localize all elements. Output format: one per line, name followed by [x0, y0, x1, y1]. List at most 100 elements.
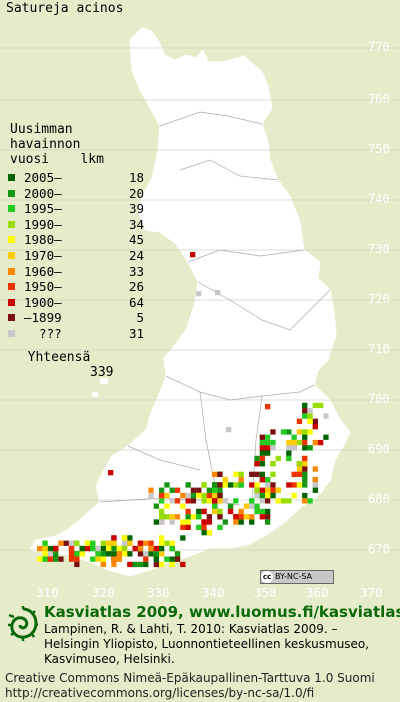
observation-square — [58, 540, 64, 546]
observation-square — [259, 471, 265, 477]
observation-square — [185, 519, 191, 525]
observation-square — [259, 455, 265, 462]
observation-square — [143, 561, 149, 568]
legend-count: 34 — [128, 216, 144, 232]
observation-square — [180, 561, 186, 568]
observation-square — [206, 492, 212, 499]
legend-swatch — [8, 205, 15, 213]
observation-square — [53, 545, 59, 552]
license-line: Creative Commons Nimeä-Epäkaupallinen-Ta… — [5, 671, 375, 685]
observation-square — [95, 556, 101, 562]
observation-square — [318, 439, 324, 446]
observation-square — [53, 551, 59, 557]
legend-label: 1950– — [24, 279, 62, 295]
observation-square — [312, 482, 318, 488]
observation-square — [196, 492, 202, 499]
observation-square — [307, 408, 313, 414]
cc-license-badge[interactable]: cc BY-NC-SA — [260, 570, 334, 584]
cc-icon: cc — [261, 571, 273, 583]
observation-square — [265, 492, 271, 499]
observation-square — [190, 252, 196, 258]
observation-square — [217, 524, 223, 530]
observation-square — [159, 487, 165, 493]
observation-square — [318, 402, 324, 409]
observation-square — [265, 514, 271, 520]
observation-square — [206, 487, 212, 493]
legend-swatch — [8, 189, 15, 197]
observation-square — [201, 482, 207, 488]
observation-square — [323, 413, 329, 419]
observation-square — [265, 487, 271, 493]
observation-square — [280, 429, 287, 435]
observation-square — [302, 492, 308, 499]
longitude-label: 340 — [202, 585, 225, 600]
observation-square — [153, 556, 159, 562]
observation-square — [159, 508, 165, 515]
observation-square — [90, 545, 96, 552]
observation-square — [159, 551, 165, 557]
observation-square — [312, 418, 318, 424]
license-text: Creative Commons Nimeä-Epäkaupallinen-Ta… — [5, 671, 375, 701]
legend-swatch — [8, 174, 15, 181]
observation-square — [201, 492, 207, 499]
observation-square — [307, 445, 313, 451]
observation-square — [74, 556, 80, 562]
observation-square — [238, 514, 244, 520]
observation-square — [116, 551, 122, 557]
observation-square — [275, 487, 281, 493]
observation-square — [265, 434, 271, 440]
observation-square — [226, 427, 232, 433]
license-url[interactable]: http://creativecommons.org/licenses/by-n… — [5, 686, 315, 700]
observation-square — [233, 514, 239, 520]
observation-square — [254, 461, 260, 467]
observation-square — [164, 540, 170, 546]
observation-square — [291, 434, 297, 440]
observation-square — [212, 487, 218, 493]
observation-square — [307, 413, 313, 419]
latitude-label: 770 — [368, 40, 390, 54]
observation-square — [243, 514, 250, 520]
observation-square — [206, 530, 212, 536]
observation-square — [254, 487, 260, 493]
observation-square — [291, 445, 297, 451]
observation-square — [132, 545, 138, 552]
observation-square — [190, 487, 197, 493]
longitude-label: 370 — [360, 585, 383, 600]
observation-square — [312, 487, 318, 493]
observation-square — [90, 556, 96, 562]
observation-square — [174, 556, 181, 562]
observation-square — [238, 471, 244, 477]
observation-square — [47, 556, 53, 562]
observation-square — [169, 545, 175, 552]
legend-swatch — [8, 314, 15, 322]
observation-square — [201, 524, 207, 530]
legend-label: 1960– — [24, 263, 62, 279]
observation-square — [95, 551, 101, 557]
legend-count: 45 — [128, 232, 144, 248]
observation-square — [143, 556, 149, 562]
observation-square — [249, 503, 255, 509]
observation-square — [137, 551, 144, 557]
cc-badge-text: BY-NC-SA — [275, 572, 313, 581]
observation-square — [291, 471, 297, 477]
legend-swatch — [8, 329, 15, 337]
observation-square — [185, 482, 191, 488]
legend-swatch — [8, 220, 15, 228]
legend-swatch — [8, 283, 15, 291]
observation-square — [111, 545, 117, 552]
observation-square — [159, 514, 165, 520]
observation-square — [227, 503, 234, 509]
observation-square — [196, 487, 202, 493]
observation-square — [137, 545, 144, 552]
latitude-label: 750 — [368, 142, 390, 156]
observation-square — [153, 551, 159, 557]
distribution-map — [0, 27, 400, 577]
observation-square — [132, 561, 138, 568]
observation-square — [100, 561, 106, 568]
observation-square — [159, 535, 165, 541]
observation-square — [265, 439, 271, 446]
observation-square — [143, 540, 149, 546]
observation-square — [270, 429, 276, 435]
observation-square — [169, 514, 175, 520]
observation-square — [286, 482, 292, 488]
